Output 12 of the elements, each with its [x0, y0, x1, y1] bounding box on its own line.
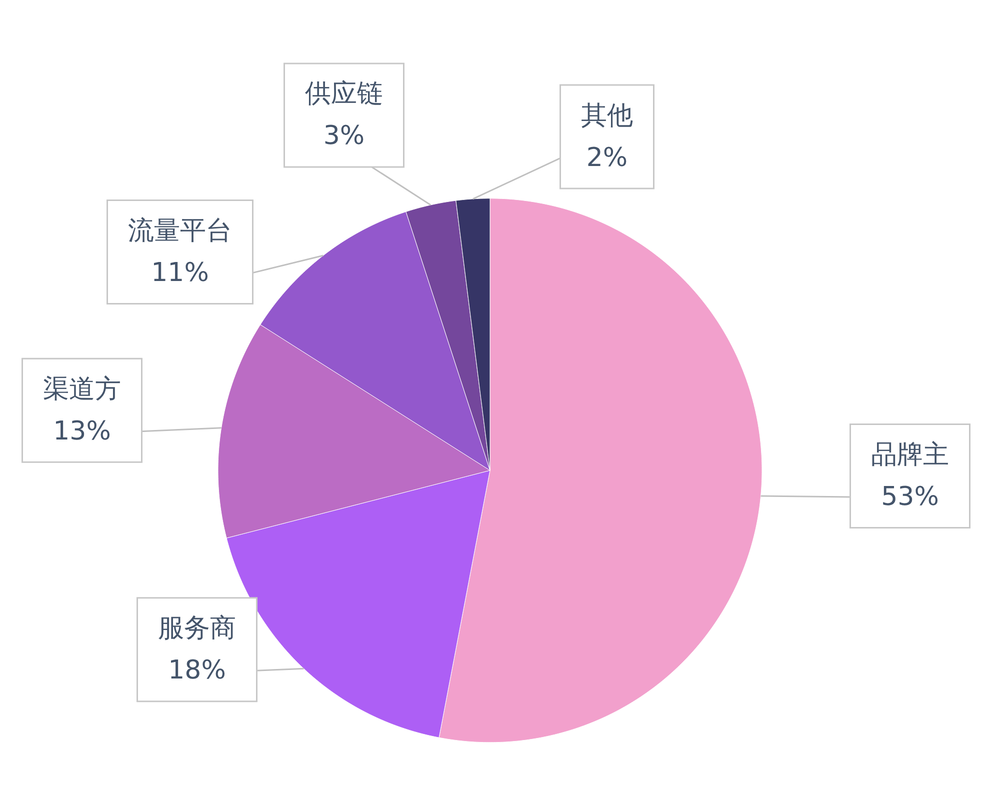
slice-label: 供应链 [305, 79, 383, 110]
data-label: 3% [323, 121, 365, 152]
slice-label: 服务商 [158, 614, 236, 644]
slice-label: 流量平台 [128, 216, 232, 246]
slice-label: 其他 [581, 100, 633, 131]
data-label: 2% [586, 142, 628, 173]
slice-label: 品牌主 [871, 440, 949, 470]
slice-label: 渠道方 [43, 374, 121, 404]
data-label: 18% [168, 656, 226, 686]
data-label: 13% [53, 416, 111, 446]
data-label: 11% [151, 258, 209, 288]
data-label: 53% [881, 482, 939, 512]
